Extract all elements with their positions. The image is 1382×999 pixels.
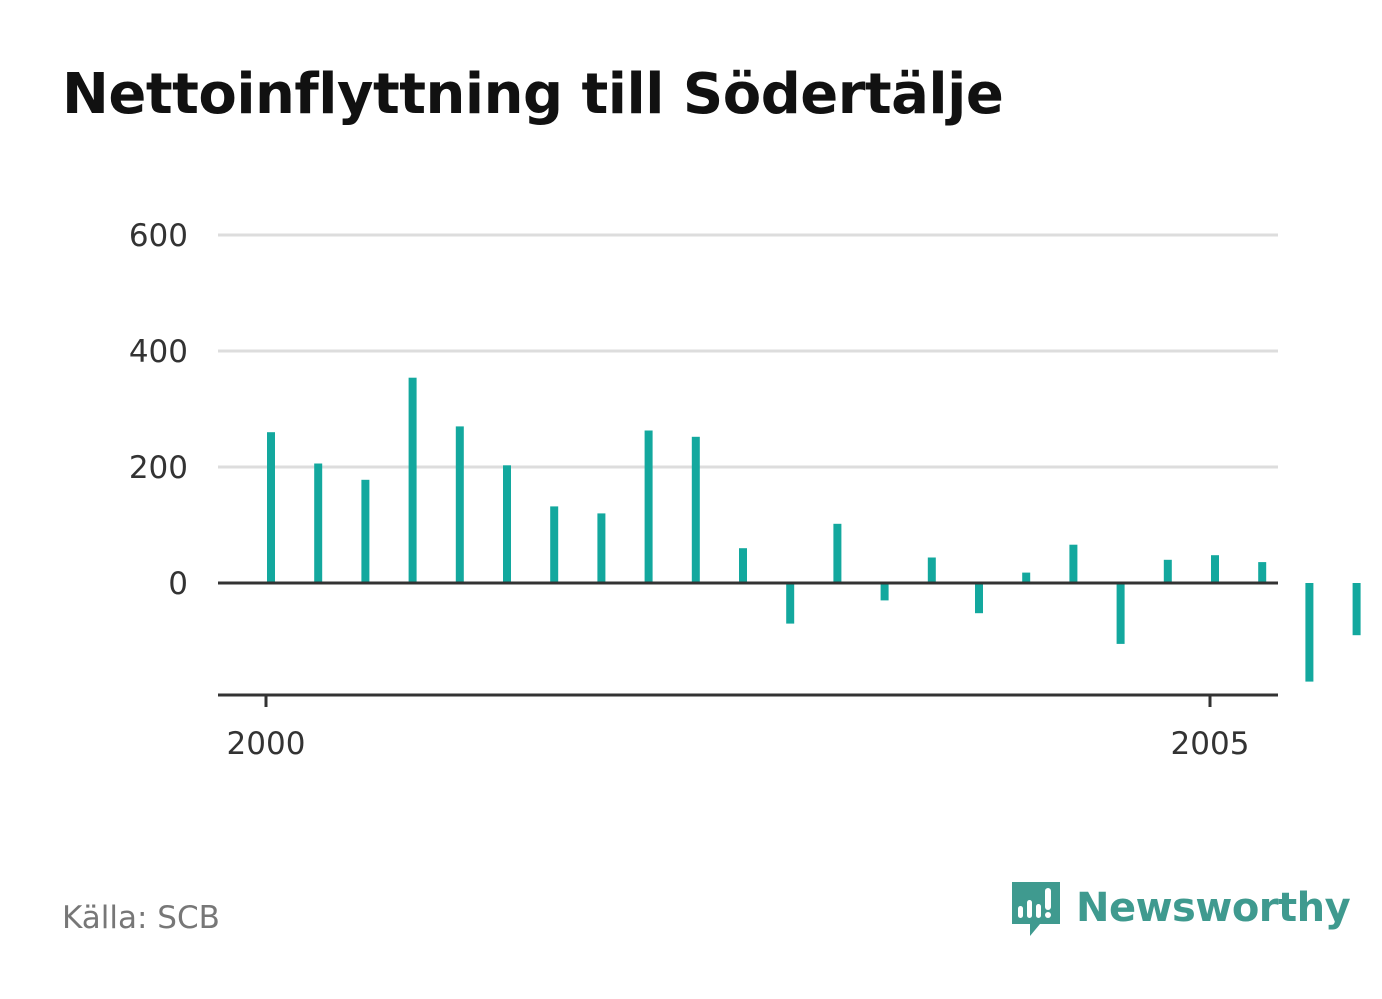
- gridlines: [218, 233, 1278, 469]
- x-tick-labels: 200020052010201520202025: [227, 726, 1250, 762]
- bar: [314, 463, 323, 583]
- bar: [361, 479, 370, 583]
- y-tick-label-600: 600: [129, 218, 188, 254]
- bar: [408, 377, 417, 583]
- bar: [833, 523, 842, 583]
- y-tick-label-0: 0: [168, 566, 188, 602]
- bar: [644, 430, 653, 583]
- brand-logo: Newsworthy: [1010, 878, 1351, 938]
- bar: [739, 548, 747, 583]
- brand-name: Newsworthy: [1076, 885, 1351, 931]
- bar: [267, 432, 275, 583]
- bar: [927, 557, 936, 583]
- bar: [786, 583, 795, 624]
- bar: [597, 513, 606, 583]
- y-tick-label-400: 400: [129, 334, 188, 370]
- bar: [975, 583, 983, 614]
- bar: [1258, 562, 1267, 583]
- bar: [691, 436, 700, 583]
- bar: [1116, 583, 1125, 644]
- bar: [880, 583, 889, 601]
- bar: [503, 465, 511, 583]
- bar: [455, 426, 464, 583]
- bar: [1211, 555, 1219, 583]
- bar: [550, 506, 559, 583]
- bar: [1352, 583, 1361, 636]
- x-tick-label-2000: 2000: [227, 726, 306, 762]
- axes: [218, 581, 1278, 707]
- chart-title: Nettoinflyttning till Södertälje: [62, 62, 1004, 127]
- newsworthy-logo-icon: [1012, 882, 1060, 936]
- bar: [1305, 583, 1314, 682]
- bar: [1069, 544, 1078, 583]
- source-note: Källa: SCB: [62, 900, 220, 936]
- x-tick-label-2005: 2005: [1171, 726, 1250, 762]
- bar: [1163, 559, 1172, 583]
- y-tick-labels: 0 200 400 600: [129, 218, 188, 602]
- y-tick-label-200: 200: [129, 450, 188, 486]
- bar: [1022, 572, 1031, 583]
- bars: [267, 377, 1361, 682]
